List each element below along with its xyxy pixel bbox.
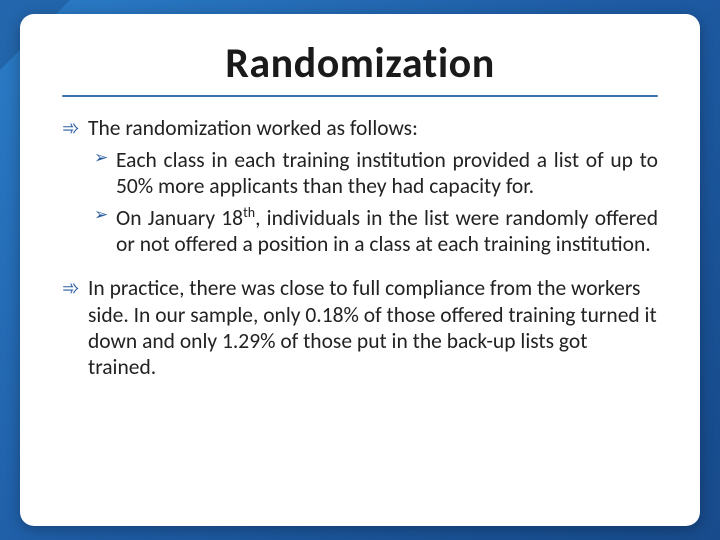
slide-card: Randomization ➾ The randomization worked…	[20, 14, 700, 526]
bullet-text: On January 18th, individuals in the list…	[116, 204, 658, 258]
slide-body: ➾ The randomization worked as follows: ➢…	[62, 115, 658, 380]
bullet-text: Each class in each training institution …	[116, 147, 658, 199]
arrow-bullet-icon: ➾	[62, 275, 88, 380]
spacer	[62, 261, 658, 275]
chevron-bullet-icon: ➢	[94, 147, 116, 199]
bullet-lvl2: ➢ On January 18th, individuals in the li…	[94, 204, 658, 258]
bullet-text: In practice, there was close to full com…	[88, 275, 658, 380]
arrow-bullet-icon: ➾	[62, 115, 88, 141]
title-rule	[62, 95, 658, 97]
bullet-lvl1: ➾ The randomization worked as follows:	[62, 115, 658, 141]
bullet-text: The randomization worked as follows:	[88, 115, 658, 141]
bullet-lvl1: ➾ In practice, there was close to full c…	[62, 275, 658, 380]
slide-title: Randomization	[62, 38, 658, 89]
chevron-bullet-icon: ➢	[94, 204, 116, 258]
bullet-lvl2: ➢ Each class in each training institutio…	[94, 147, 658, 199]
